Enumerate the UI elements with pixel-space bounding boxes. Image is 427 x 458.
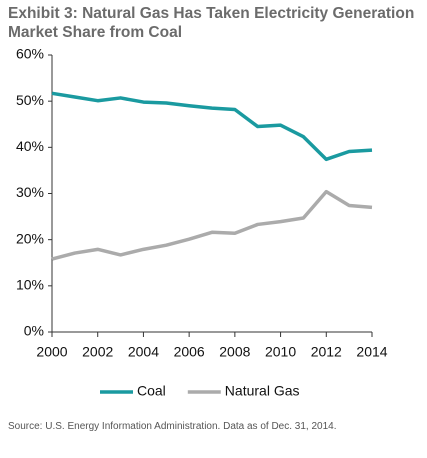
x-tick-label: 2008 bbox=[219, 344, 250, 360]
y-tick-label: 10% bbox=[16, 277, 44, 293]
x-tick-label: 2006 bbox=[174, 344, 205, 360]
chart-title: Exhibit 3: Natural Gas Has Taken Electri… bbox=[8, 5, 415, 41]
y-tick-label: 0% bbox=[24, 323, 44, 339]
legend-label: Natural Gas bbox=[225, 383, 300, 399]
x-tick-label: 2012 bbox=[311, 344, 342, 360]
x-tick-label: 2014 bbox=[356, 344, 387, 360]
y-tick-label: 20% bbox=[16, 230, 44, 246]
source-note: Source: U.S. Energy Information Administ… bbox=[8, 421, 337, 432]
y-tick-label: 50% bbox=[16, 92, 44, 108]
x-tick-label: 2010 bbox=[265, 344, 296, 360]
y-tick-label: 30% bbox=[16, 184, 44, 200]
legend-label: Coal bbox=[137, 383, 166, 399]
x-tick-label: 2004 bbox=[128, 344, 159, 360]
y-tick-label: 40% bbox=[16, 138, 44, 154]
chart: 0% 10% 20% 30% 40% 50% 60% 2000 2002 2004 2006 2008… bbox=[16, 46, 388, 399]
y-tick-label: 60% bbox=[16, 46, 44, 62]
series-line bbox=[51, 91, 373, 162]
x-tick-label: 2002 bbox=[82, 344, 113, 360]
series-line bbox=[51, 189, 373, 261]
x-tick-label: 2000 bbox=[36, 344, 67, 360]
